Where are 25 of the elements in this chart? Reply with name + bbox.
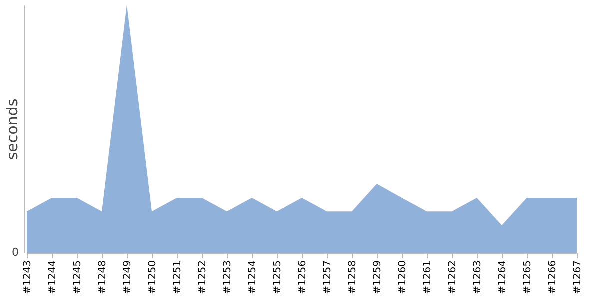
x-tick-label: #1262 xyxy=(448,260,458,294)
x-tick-label: #1260 xyxy=(398,260,408,294)
x-tick-label: #1252 xyxy=(198,260,208,294)
x-tick-label: #1259 xyxy=(372,260,384,294)
x-tick-label: #1266 xyxy=(548,260,558,294)
text: 0 xyxy=(12,246,19,259)
x-tick-label: #1248 xyxy=(98,260,108,294)
x-tick-label: #1249 xyxy=(122,260,134,294)
x-tick-label: #1263 xyxy=(472,260,484,294)
x-tick-label: #1255 xyxy=(272,260,284,294)
x-tick-label: #1244 xyxy=(48,260,58,294)
x-tick-label: #1253 xyxy=(222,260,234,294)
x-tick-label: #1257 xyxy=(322,260,334,294)
x-tick-label: #1250 xyxy=(148,260,158,294)
x-tick-label: #1256 xyxy=(298,260,308,294)
x-tick-label: #1251 xyxy=(172,260,184,294)
x-tick-label: #1261 xyxy=(422,260,434,294)
x-tick-label: #1254 xyxy=(248,260,258,294)
x-tick-label: #1264 xyxy=(498,260,508,294)
x-tick-label: #1267 xyxy=(572,260,584,294)
x-tick-label: #1243 xyxy=(22,260,34,294)
x-tick-label: #1245 xyxy=(72,260,84,294)
x-tick-label: #1265 xyxy=(522,260,534,294)
x-tick-label: #1258 xyxy=(348,260,358,294)
y-axis-title: seconds xyxy=(4,98,22,160)
